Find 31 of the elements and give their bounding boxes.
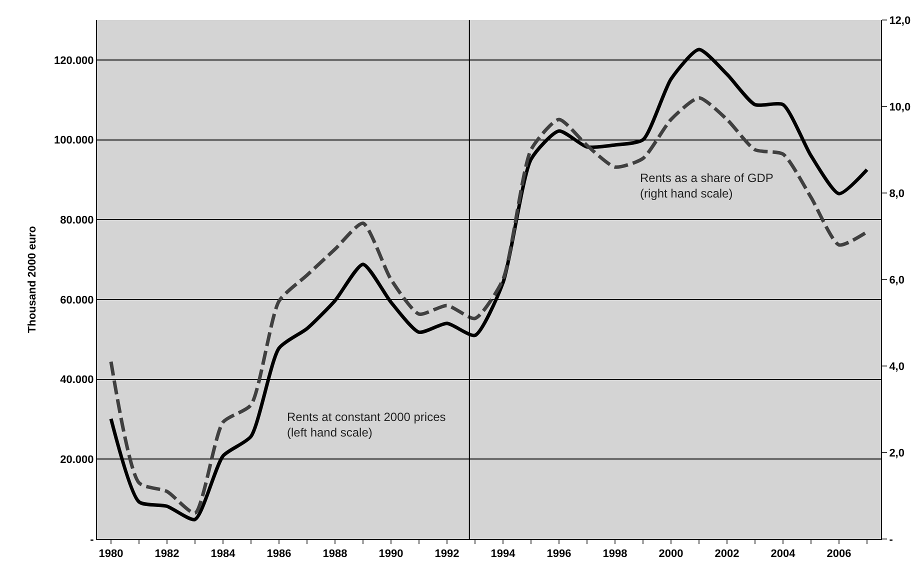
x-tick-label: 1996 <box>546 548 572 560</box>
x-tick-label: 2006 <box>826 548 852 560</box>
x-tick-label: 1998 <box>602 548 628 560</box>
x-tick-label: 2004 <box>770 548 796 560</box>
y-axis-title: Thousand 2000 euro <box>26 226 39 333</box>
annotation: Rents as a share of GDP (right hand scale) <box>640 171 774 201</box>
x-tick-label: 1992 <box>434 548 460 560</box>
annotation: Rents at constant 2000 prices (left hand scale) <box>287 410 446 440</box>
y-tick-label: 80.000 <box>60 214 94 226</box>
x-tick-label: 1982 <box>154 548 180 560</box>
x-tick-label: 1986 <box>266 548 292 560</box>
y2-tick-label: 4,0 <box>889 360 904 373</box>
y-tick-label: 20.000 <box>60 454 94 466</box>
y2-tick-label: 2,0 <box>889 447 904 460</box>
x-tick-label: 2000 <box>658 548 684 560</box>
y2-tick-label: 12,0 <box>889 14 911 27</box>
x-tick-label: 1988 <box>322 548 348 560</box>
x-tick-label: 1990 <box>378 548 404 560</box>
y2-tick-label: 10,0 <box>889 101 911 114</box>
y-tick-label: - <box>90 534 94 546</box>
y2-tick-label: 8,0 <box>889 188 904 200</box>
y2-tick-label: 6,0 <box>889 274 904 286</box>
y-tick-label: 40.000 <box>60 374 94 386</box>
y2-tick-label: - <box>889 534 894 546</box>
y-tick-label: 60.000 <box>60 294 94 306</box>
x-tick-label: 1984 <box>210 548 236 560</box>
x-tick-label: 1980 <box>98 548 124 560</box>
y-tick-label: 120.000 <box>54 54 94 67</box>
x-tick-label: 2002 <box>714 548 740 560</box>
y-tick-label: 100.000 <box>54 134 94 147</box>
x-tick-label: 1994 <box>490 548 516 560</box>
